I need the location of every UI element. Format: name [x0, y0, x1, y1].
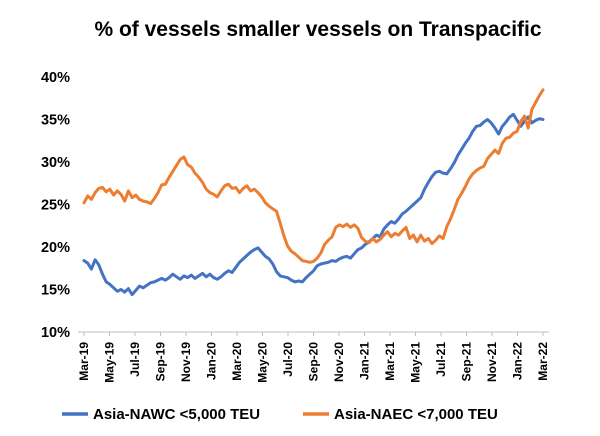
x-tick-label: Mar-21 [383, 342, 397, 381]
y-tick-label: 40% [41, 70, 70, 86]
x-tick-label: Sep-21 [460, 342, 474, 382]
y-tick-label: 25% [41, 198, 70, 214]
legend-label: Asia-NAWC <5,000 TEU [93, 406, 260, 423]
x-tick-label: Jan-21 [358, 342, 372, 380]
x-tick-label: Jul-20 [281, 342, 295, 377]
x-tick-label: Jul-19 [128, 342, 142, 377]
x-tick-label: Mar-20 [230, 342, 244, 381]
series-line-2 [82, 88, 545, 264]
y-tick-label: 35% [41, 113, 70, 129]
x-tick-label: May-21 [409, 342, 423, 383]
legend: Asia-NAWC <5,000 TEU Asia-NAEC <7,000 TEU [62, 406, 498, 423]
x-tick-label: Jan-20 [205, 342, 219, 380]
x-tick-label: Nov-20 [332, 342, 346, 382]
y-tick-label: 15% [41, 283, 70, 299]
series-line-1 [82, 112, 545, 297]
y-axis: 10% 15% 20% 25% 30% 35% 40% [41, 70, 70, 341]
x-tick-label: Mar-22 [536, 342, 550, 381]
series-group [82, 88, 545, 297]
legend-label: Asia-NAEC <7,000 TEU [334, 406, 498, 423]
x-tick-label: Sep-20 [307, 342, 321, 382]
x-axis: Mar-19 May-19 Jul-19 Sep-19 Nov-19 Jan-20 Mar-… [77, 331, 550, 383]
x-tick-label: Nov-19 [179, 342, 193, 382]
x-tick-label: Jan-22 [511, 342, 525, 380]
x-tick-label: May-20 [256, 342, 270, 383]
x-tick-label: Mar-19 [77, 342, 91, 381]
x-tick-label: Jul-21 [434, 342, 448, 377]
x-tick-label: May-19 [103, 342, 117, 383]
chart-title: % of vessels smaller vessels on Transpac… [94, 18, 541, 41]
y-tick-label: 30% [41, 155, 70, 171]
x-tick-label: Nov-21 [485, 342, 499, 382]
y-tick-label: 20% [41, 240, 70, 256]
x-tick-label: Sep-19 [154, 342, 168, 382]
y-tick-label: 10% [41, 325, 70, 341]
